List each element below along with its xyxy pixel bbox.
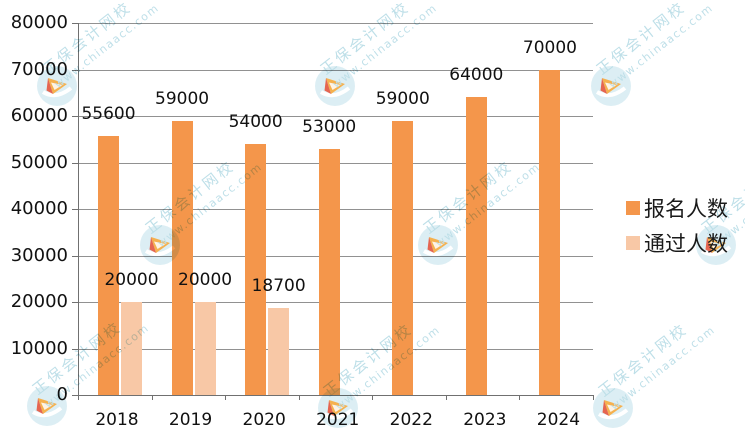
legend-label-registrations: 报名人数 (644, 196, 728, 221)
legend-swatch-passes (626, 235, 640, 250)
x-axis-tick (372, 395, 374, 400)
legend-item-passes: 通过人数 (626, 231, 728, 256)
bar-报名人数-2024 (539, 69, 561, 395)
data-label-报名人数-2020: 54000 (228, 111, 283, 132)
watermark-url: www.chinaacc.com (329, 1, 440, 91)
bar-通过人数-2020 (268, 308, 290, 395)
watermark-brand: 正保会计网校 (142, 156, 239, 238)
data-label-报名人数-2024: 70000 (522, 37, 577, 58)
bar-通过人数-2019 (194, 302, 216, 395)
watermark-unit-8: 正保会计网校 www.chinaacc.com (592, 299, 742, 429)
bar-通过人数-2018 (121, 302, 142, 395)
y-axis-tick (72, 116, 78, 117)
y-tick-label: 60000 (10, 105, 68, 126)
x-tick-label-2024: 2024 (536, 410, 581, 430)
bar-报名人数-2023 (465, 97, 487, 395)
y-tick-label: 50000 (10, 151, 68, 173)
watermark-url: www.chinaacc.com (605, 1, 716, 91)
y-tick-label: 20000 (10, 291, 68, 312)
y-axis-tick (72, 348, 78, 350)
y-axis-tick (72, 23, 78, 24)
x-axis-tick (298, 395, 300, 400)
watermark-url: www.chinaacc.com (332, 323, 443, 413)
chinaacc-logo-icon (418, 225, 458, 265)
watermark-url: www.chinaacc.com (432, 160, 543, 250)
gridline-60000 (78, 116, 593, 117)
data-label-通过人数-2018: 20000 (104, 270, 159, 290)
y-tick-label: 80000 (10, 12, 68, 33)
x-tick-label-2020: 2020 (242, 410, 286, 430)
y-axis-tick (72, 395, 78, 396)
data-label-报名人数-2021: 53000 (302, 116, 357, 137)
legend-swatch-registrations (626, 200, 640, 215)
y-axis-tick (72, 209, 78, 210)
x-tick-label-2022: 2022 (389, 410, 433, 430)
watermark-text: 正保会计网校 www.chinaacc.com (316, 0, 440, 91)
gridline-80000 (78, 23, 593, 24)
data-label-报名人数-2018: 55600 (81, 104, 136, 125)
x-axis-tick (519, 395, 521, 400)
watermark-text: 正保会计网校 www.chinaacc.com (592, 0, 716, 91)
y-axis (78, 23, 79, 395)
x-axis-tick (445, 395, 447, 400)
x-tick-label-2021: 2021 (316, 410, 360, 430)
watermark-unit-3: 正保会计网校 www.chinaacc.com (139, 136, 289, 266)
y-tick-label: 40000 (10, 198, 68, 219)
chinaacc-logo-icon (591, 66, 631, 106)
x-axis-tick (225, 395, 227, 400)
y-axis-tick (72, 162, 78, 164)
bar-报名人数-2020 (245, 143, 267, 395)
data-label-报名人数-2023: 64000 (449, 65, 504, 86)
x-axis-tick (78, 395, 79, 400)
y-tick-label: 30000 (10, 244, 68, 266)
x-tick-label-2019: 2019 (168, 410, 213, 430)
watermark-unit-2: 正保会计网校 www.chinaacc.com (590, 0, 740, 107)
x-axis-tick (593, 395, 594, 400)
y-axis-tick (72, 302, 78, 303)
bar-报名人数-2021 (318, 148, 340, 395)
x-axis-tick (151, 395, 153, 400)
x-tick-label-2018: 2018 (95, 410, 139, 430)
y-tick-label: 70000 (10, 58, 68, 80)
bar-报名人数-2018 (98, 136, 119, 395)
data-label-报名人数-2019: 59000 (155, 88, 210, 109)
legend: 报名人数 通过人数 (626, 196, 728, 266)
data-label-通过人数-2019: 20000 (178, 270, 233, 290)
x-tick-label-2023: 2023 (463, 410, 507, 430)
data-label-报名人数-2022: 59000 (375, 88, 430, 109)
watermark-url: www.chinaacc.com (607, 323, 718, 413)
watermark-text: 正保会计网校 www.chinaacc.com (594, 306, 718, 413)
bar-报名人数-2019 (171, 120, 193, 395)
bar-报名人数-2022 (392, 120, 414, 395)
watermark-url: www.chinaacc.com (51, 1, 162, 91)
legend-item-registrations: 报名人数 (626, 196, 728, 221)
legend-label-passes: 通过人数 (644, 231, 728, 256)
chinaacc-logo-icon (315, 66, 355, 106)
y-tick-label: 0 (56, 384, 68, 405)
y-axis-tick (72, 255, 78, 257)
watermark-brand: 正保会计网校 (595, 319, 692, 401)
watermark-brand: 正保会计网校 (593, 0, 690, 79)
x-axis (78, 395, 593, 396)
data-label-通过人数-2020: 18700 (251, 276, 306, 297)
y-tick-label: 10000 (10, 337, 68, 359)
